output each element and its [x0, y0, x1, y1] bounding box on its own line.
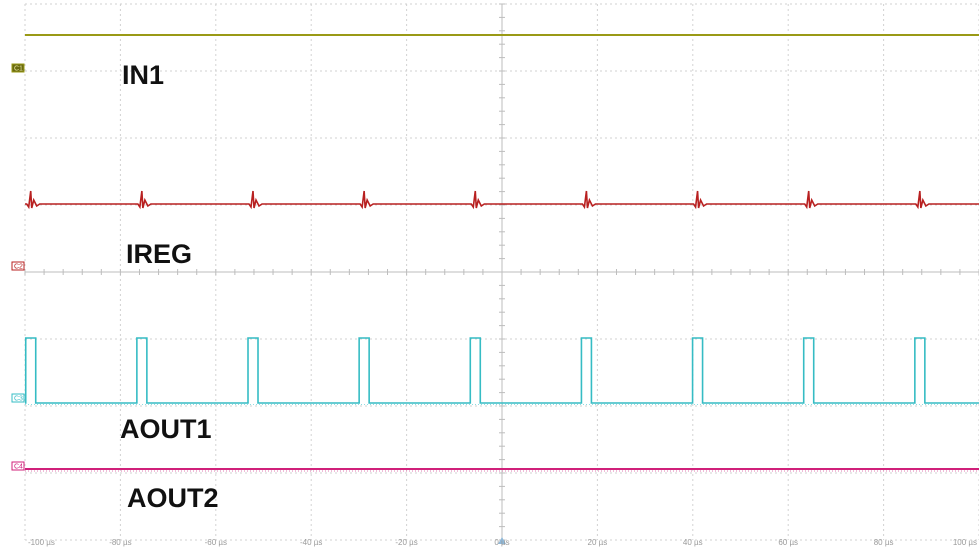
channel-marker-ireg	[11, 261, 25, 271]
grid	[24, 3, 979, 541]
x-tick-label: 20 µs	[588, 538, 608, 547]
channel-marker-text: C4	[14, 464, 23, 471]
x-tick-label: -20 µs	[395, 538, 417, 547]
trace-ireg	[25, 190, 979, 210]
x-tick-label: 60 µs	[778, 538, 798, 547]
x-tick-label: 0 µs	[494, 538, 509, 547]
x-tick-label: -80 µs	[109, 538, 131, 547]
x-tick-label: 40 µs	[683, 538, 703, 547]
channel-marker-aout2	[11, 461, 25, 471]
traces	[24, 34, 979, 472]
channel-markers: C1 C2 C3 C4	[11, 63, 506, 544]
channel-marker-aout1	[11, 393, 25, 403]
series-label-aout2: AOUT2	[127, 483, 219, 513]
channel-marker-text: C2	[14, 264, 23, 271]
x-axis-ticks: -100 µs -80 µs -60 µs -40 µs -20 µs 0 µs 20 µs…	[28, 538, 977, 547]
trigger-marker	[498, 537, 506, 544]
x-tick-label: -100 µs	[28, 538, 55, 547]
channel-marker-text: C3	[14, 396, 23, 403]
x-tick-label: 100 µs	[953, 538, 977, 547]
series-label-ireg: IREG	[126, 239, 192, 269]
x-tick-label: 80 µs	[874, 538, 894, 547]
series-label-in1: IN1	[122, 60, 164, 90]
series-label-aout1: AOUT1	[120, 414, 212, 444]
channel-marker-text: C1	[14, 66, 23, 73]
trace-aout1	[24, 337, 979, 404]
x-tick-label: -40 µs	[300, 538, 322, 547]
channel-marker-in1	[11, 63, 25, 73]
x-tick-label: -60 µs	[205, 538, 227, 547]
trace-labels: IN1 IREG AOUT1 AOUT2	[120, 60, 219, 513]
